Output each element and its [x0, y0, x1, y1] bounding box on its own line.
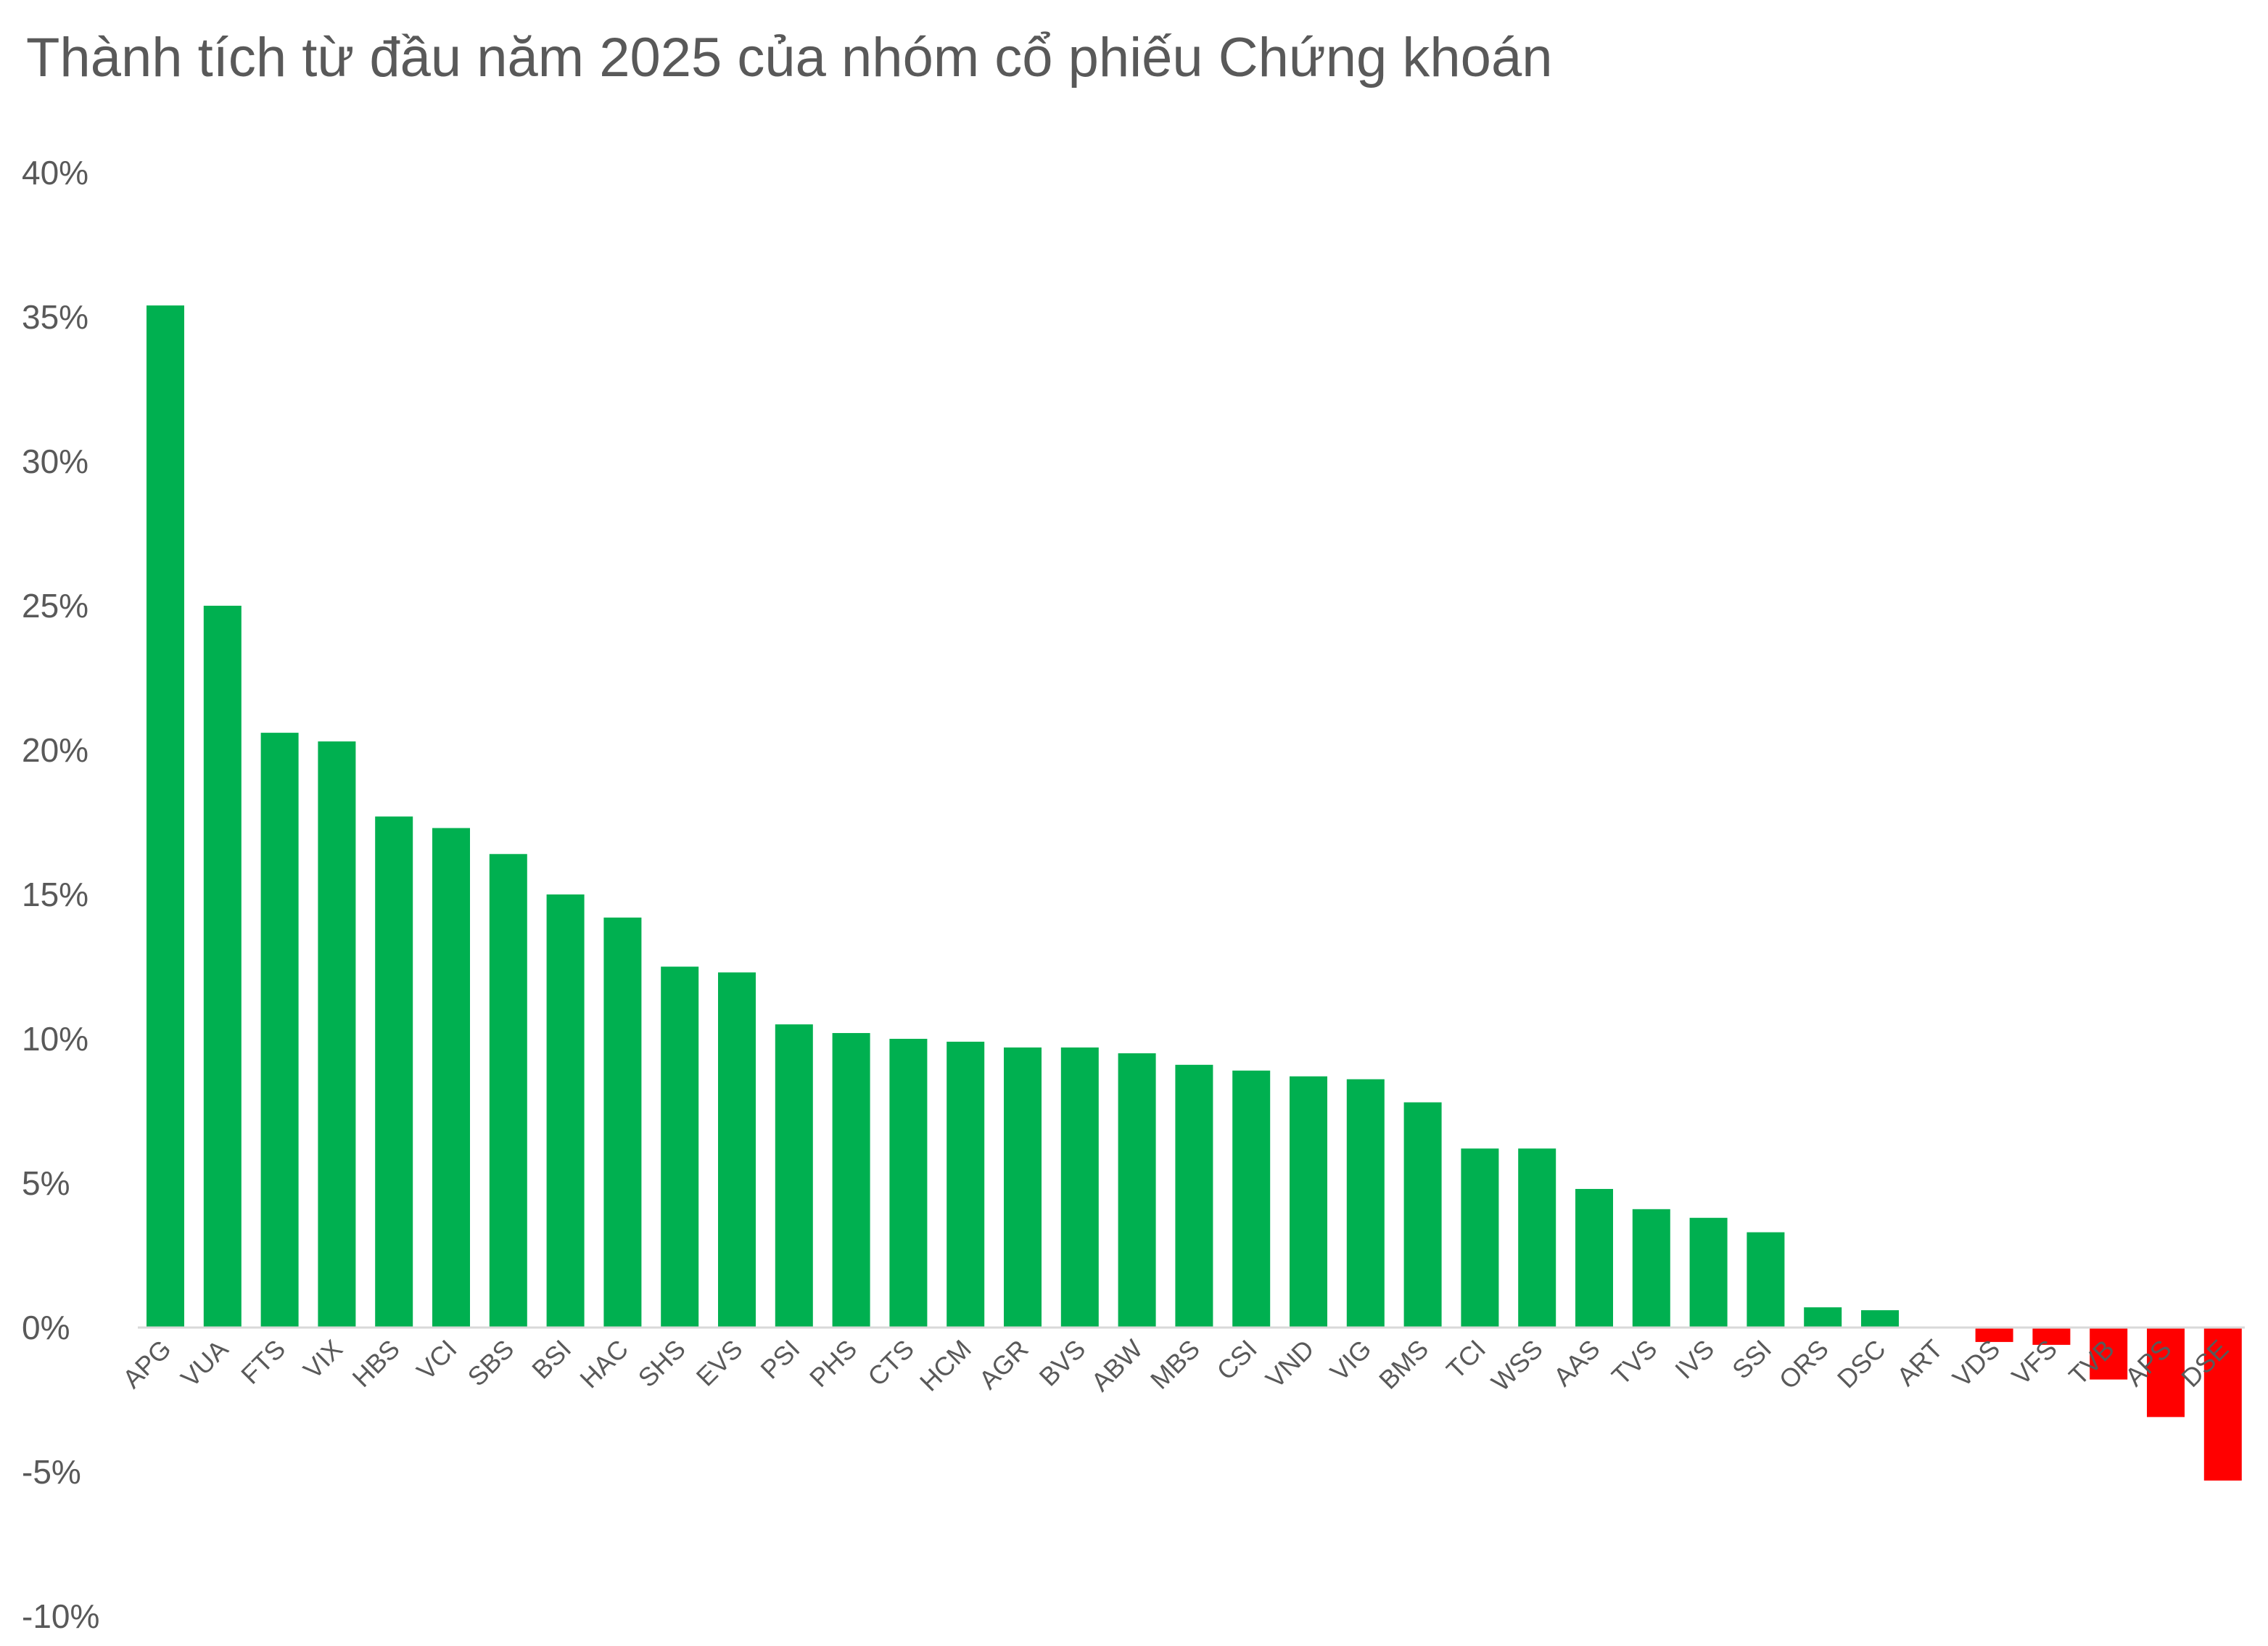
x-tick-label: TVS	[1606, 1334, 1662, 1391]
chart-title: Thành tích từ đầu năm 2025 của nhóm cổ p…	[26, 27, 1553, 89]
x-tick-label: VUA	[175, 1334, 234, 1393]
bar-aps	[2147, 1328, 2185, 1417]
y-tick-label: 35%	[22, 298, 88, 336]
x-tick-label: WSS	[1485, 1334, 1549, 1397]
x-tick-label: IVS	[1669, 1334, 1720, 1385]
x-tick-label: HBS	[347, 1334, 405, 1393]
bar-phs	[832, 1033, 870, 1328]
y-tick-label: 0%	[22, 1309, 70, 1346]
bar-hbs	[375, 816, 413, 1328]
bar-psi	[775, 1024, 813, 1328]
bar-vci	[432, 828, 470, 1328]
bar-dse	[2203, 1328, 2242, 1481]
x-tick-label: SSI	[1726, 1334, 1777, 1385]
x-tick-label: BSI	[526, 1334, 577, 1385]
x-tick-label: SBS	[462, 1334, 520, 1392]
bar-csi	[1232, 1070, 1271, 1328]
bar-tvb	[2090, 1328, 2128, 1380]
y-tick-label: 15%	[22, 876, 88, 913]
x-tick-label: HCM	[914, 1334, 977, 1397]
x-tick-label: ABW	[1085, 1334, 1148, 1397]
bar-vnd	[1290, 1076, 1327, 1328]
x-tick-label: MBS	[1145, 1334, 1205, 1395]
bar-aas	[1575, 1188, 1613, 1328]
x-tick-label: CTS	[862, 1334, 920, 1392]
bar-sbs	[489, 854, 527, 1328]
bar-tci	[1461, 1148, 1499, 1328]
bar-dsc	[1861, 1310, 1899, 1328]
x-tick-label: AGR	[973, 1334, 1034, 1395]
x-tick-label: DSC	[1831, 1334, 1892, 1394]
bar-agr	[1004, 1047, 1042, 1328]
y-tick-label: 40%	[22, 154, 88, 192]
bar-vds	[1975, 1328, 2013, 1342]
x-tick-label: HAC	[574, 1334, 634, 1394]
y-tick-label: 20%	[22, 731, 88, 769]
x-tick-label: BVS	[1034, 1334, 1092, 1392]
y-tick-label: 10%	[22, 1020, 88, 1058]
bar-abw	[1118, 1053, 1156, 1328]
bar-wss	[1518, 1148, 1556, 1328]
bar-vua	[203, 606, 242, 1328]
bar-ors	[1804, 1307, 1842, 1328]
x-tick-label: APG	[117, 1334, 177, 1394]
y-tick-label: 25%	[22, 587, 88, 625]
x-tick-label: ART	[1891, 1334, 1948, 1391]
bar-shs	[661, 966, 699, 1328]
x-tick-label: PSI	[754, 1334, 805, 1385]
x-tick-label: VIG	[1324, 1334, 1377, 1387]
bar-ssi	[1747, 1232, 1785, 1328]
bar-apg	[147, 305, 184, 1328]
x-tick-label: AAS	[1548, 1334, 1606, 1392]
x-tick-label: EVS	[690, 1334, 749, 1392]
bar-fts	[260, 733, 299, 1328]
x-tick-label: SHS	[632, 1334, 691, 1393]
bar-hac	[603, 917, 642, 1328]
bar-evs	[718, 972, 756, 1328]
y-tick-label: -5%	[22, 1453, 81, 1491]
x-tick-label: VDS	[1947, 1334, 2005, 1393]
bar-bsi	[546, 894, 585, 1328]
bar-hcm	[947, 1041, 985, 1328]
y-tick-label: 30%	[22, 443, 88, 480]
bar-ivs	[1689, 1217, 1728, 1328]
bar-tvs	[1632, 1209, 1670, 1328]
x-tick-label: TCI	[1440, 1334, 1491, 1385]
bar-vfs	[2032, 1328, 2071, 1345]
bar-bvs	[1060, 1047, 1099, 1328]
y-tick-label: 5%	[22, 1164, 70, 1202]
bar-vix	[318, 741, 356, 1328]
x-tick-label: FTS	[235, 1334, 291, 1390]
x-tick-label: BMS	[1373, 1334, 1434, 1395]
bar-vig	[1346, 1079, 1385, 1328]
x-tick-label: VCI	[411, 1334, 462, 1386]
x-tick-label: CSI	[1211, 1334, 1262, 1386]
x-tick-label: VIX	[297, 1334, 348, 1385]
x-tick-label: ORS	[1773, 1334, 1834, 1395]
x-tick-label: VND	[1260, 1334, 1320, 1394]
bar-mbs	[1175, 1064, 1213, 1328]
x-tick-label: PHS	[804, 1334, 862, 1393]
bar-bms	[1403, 1102, 1442, 1328]
bar-cts	[889, 1039, 928, 1328]
y-tick-label: -10%	[22, 1597, 99, 1635]
